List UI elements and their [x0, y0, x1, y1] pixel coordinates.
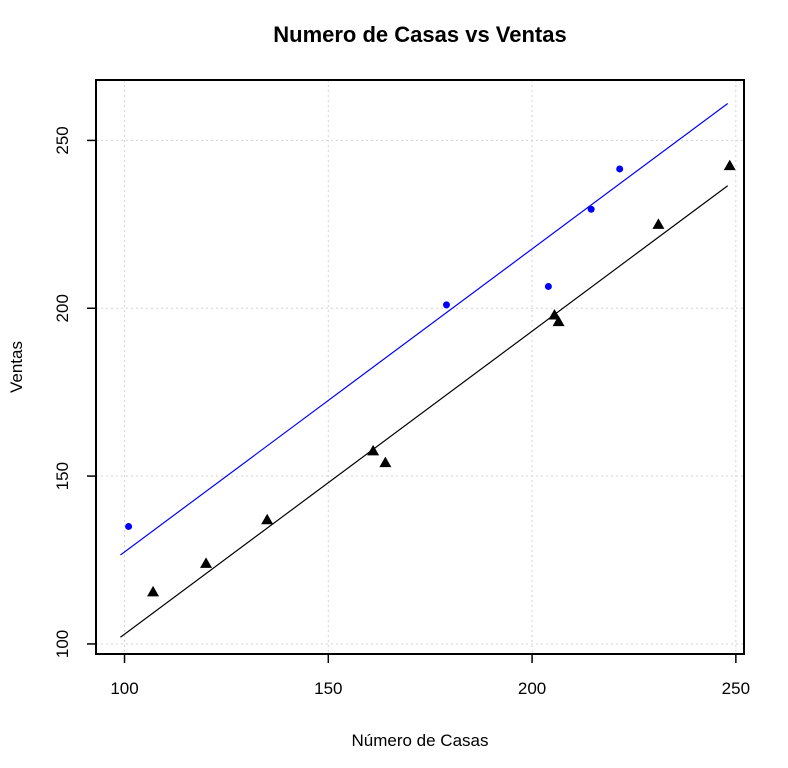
data-point-triangle — [723, 159, 736, 171]
y-axis-label: Ventas — [7, 341, 26, 393]
y-axis: 100 150 200 250 — [53, 126, 96, 658]
plot-frame — [95, 79, 745, 655]
fit-lines — [120, 103, 729, 638]
data-point-circle — [587, 205, 595, 213]
fit-line — [120, 185, 729, 638]
data-point-triangle — [552, 315, 565, 327]
x-tick-label: 200 — [518, 679, 546, 698]
x-tick-label: 150 — [314, 679, 342, 698]
data-point-triangle — [261, 513, 274, 525]
x-axis: 100 150 200 250 — [110, 654, 750, 698]
y-tick-label: 250 — [53, 126, 72, 154]
data-points — [125, 159, 736, 597]
data-point-triangle — [548, 308, 561, 320]
data-point-triangle — [379, 456, 392, 468]
x-axis-label: Número de Casas — [351, 731, 488, 750]
data-point-circle — [544, 282, 552, 290]
data-point-circle — [616, 165, 624, 173]
data-point-circle — [442, 301, 450, 309]
data-point-triangle — [200, 557, 213, 568]
data-point-triangle — [652, 218, 665, 229]
data-point-triangle — [147, 585, 160, 597]
fit-line — [120, 103, 729, 556]
data-point-circle — [125, 522, 133, 530]
x-tick-label: 100 — [110, 679, 138, 698]
chart-title: Numero de Casas vs Ventas — [273, 22, 566, 47]
y-tick-label: 200 — [53, 294, 72, 322]
x-tick-label: 250 — [722, 679, 750, 698]
y-tick-label: 150 — [53, 462, 72, 490]
grid — [96, 80, 744, 654]
y-tick-label: 100 — [53, 630, 72, 658]
data-point-triangle — [367, 444, 380, 456]
